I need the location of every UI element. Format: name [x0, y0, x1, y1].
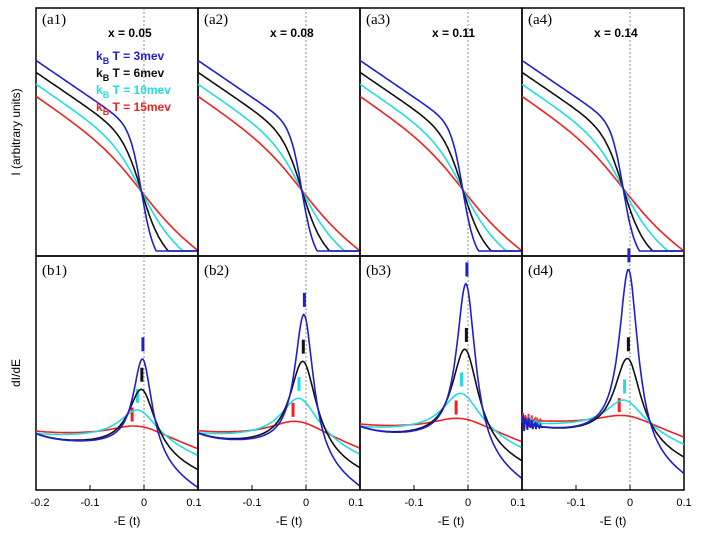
x-tick-label: 0.1 [676, 497, 691, 509]
doping-label: x = 0.08 [270, 26, 314, 40]
y-axis-label-top: I (arbitrary units) [9, 88, 23, 175]
x-tick-label: 0 [627, 497, 633, 509]
top-panel-frame [359, 7, 523, 257]
doping-label: x = 0.14 [594, 26, 638, 40]
series-line-T3 [359, 282, 523, 480]
panel-tag: (b1) [42, 263, 67, 279]
x-axis-label: -E (t) [114, 514, 141, 528]
bottom-panel-frame [35, 255, 199, 491]
series-line-T15 [197, 420, 361, 449]
panel-tag: (d4) [528, 263, 553, 279]
panel-tag: (a2) [204, 12, 228, 28]
series-line-T6 [521, 71, 684, 252]
series-line-T15 [35, 95, 199, 252]
x-axis-label: -E (t) [438, 514, 465, 528]
series-line-T3 [521, 59, 684, 252]
legend-entry: kB T = 10mev [96, 83, 171, 100]
series-line-T15 [521, 95, 685, 252]
panel-tag: (a1) [42, 12, 66, 28]
series-line-T15 [521, 412, 685, 438]
x-tick-label: -0.1 [81, 497, 100, 509]
legend-entry: kB T = 15mev [96, 100, 171, 117]
x-tick-label: 0 [303, 497, 309, 509]
x-axis-label: -E (t) [600, 514, 627, 528]
doping-label: x = 0.11 [432, 26, 475, 40]
top-panel-frame [197, 7, 361, 257]
x-tick-label: 0 [141, 497, 147, 509]
series-line-T6 [35, 388, 199, 471]
x-tick-label: 0 [465, 497, 471, 509]
series-line-T10 [197, 83, 360, 252]
series-line-T3 [359, 59, 522, 252]
series-line-T6 [197, 360, 361, 469]
series-line-T3 [197, 313, 361, 487]
x-tick-label: 0.1 [510, 497, 525, 509]
series-line-T15 [359, 95, 523, 252]
top-panel-frame [521, 7, 685, 257]
series-line-T10 [35, 409, 199, 457]
legend-entry: kB T = 3mev [96, 49, 165, 66]
y-axis-label-bottom: dI/dE [9, 359, 23, 387]
doping-label: x = 0.05 [108, 26, 152, 40]
x-tick-label: 0.1 [348, 497, 363, 509]
x-tick-label: -0.1 [405, 497, 424, 509]
panel-tag: (a3) [366, 12, 390, 28]
series-line-T15 [197, 95, 361, 252]
series-line-T10 [35, 83, 198, 252]
series-line-T6 [359, 71, 522, 252]
series-line-T3 [521, 268, 685, 475]
series-line-T3 [35, 59, 198, 252]
x-tick-label: -0.1 [567, 497, 586, 509]
series-line-T3 [197, 59, 360, 252]
series-line-T10 [197, 397, 361, 456]
x-tick-label: 0.1 [186, 497, 201, 509]
top-panel-frame [35, 7, 199, 257]
bottom-panel-frame [359, 255, 523, 491]
x-tick-label: -0.1 [243, 497, 262, 509]
panel-tag: (a4) [528, 12, 552, 28]
series-line-T10 [521, 83, 684, 252]
x-axis-label: -E (t) [276, 514, 303, 528]
series-line-T3 [35, 358, 199, 489]
x-tick-label: -0.2 [31, 497, 50, 509]
bottom-panel-frame [521, 255, 685, 491]
series-line-T6 [359, 348, 523, 462]
panel-tag: (b3) [366, 263, 391, 279]
series-line-T10 [359, 83, 522, 252]
bottom-panel-frame [197, 255, 361, 491]
legend-entry: kB T = 6mev [96, 66, 165, 83]
panel-tag: (b2) [204, 263, 229, 279]
